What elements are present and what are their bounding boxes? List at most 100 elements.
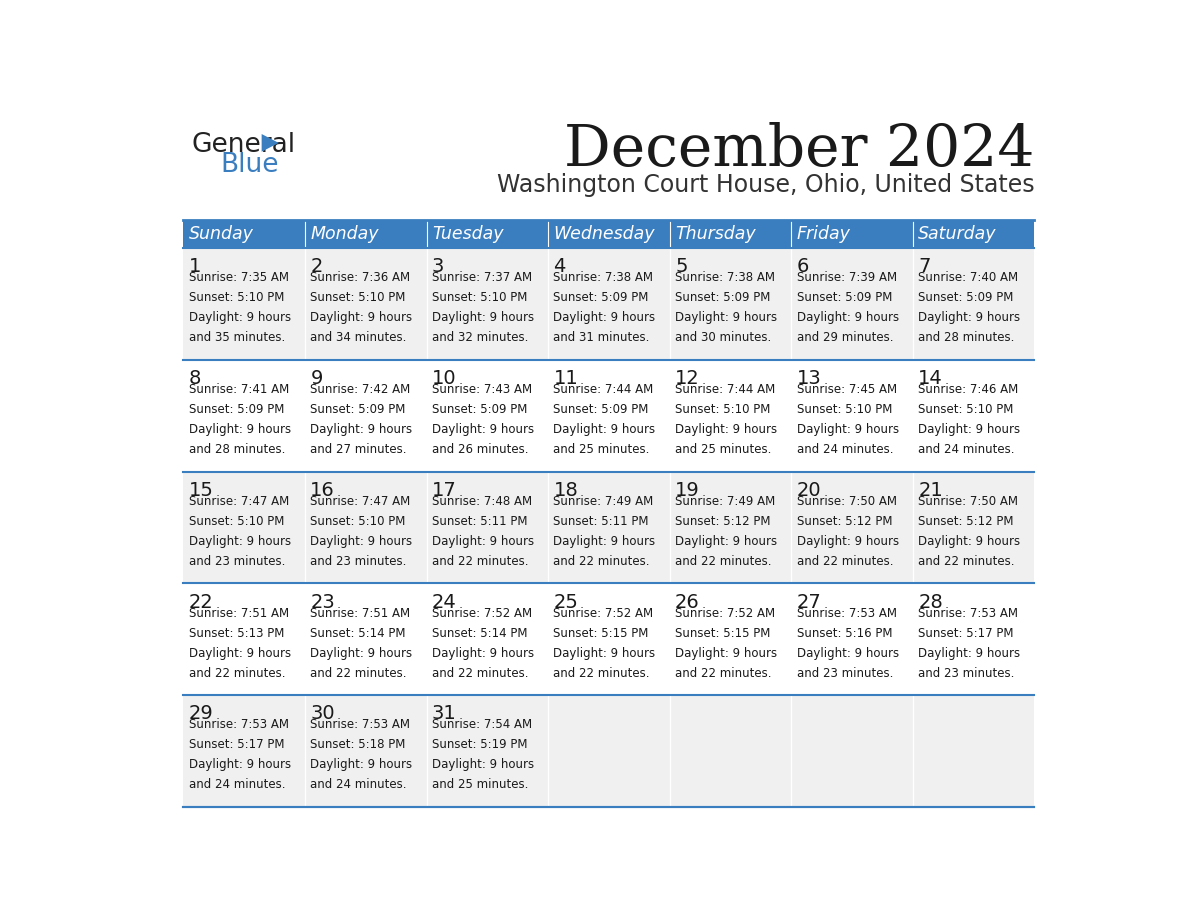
Text: Daylight: 9 hours: Daylight: 9 hours <box>675 535 777 548</box>
Text: 4: 4 <box>554 257 565 276</box>
Text: 7: 7 <box>918 257 930 276</box>
Text: Daylight: 9 hours: Daylight: 9 hours <box>432 311 535 324</box>
Text: Monday: Monday <box>310 225 379 243</box>
Text: 10: 10 <box>432 369 456 388</box>
Bar <box>183 360 1035 472</box>
Text: Sunrise: 7:36 AM: Sunrise: 7:36 AM <box>310 271 411 284</box>
Text: 13: 13 <box>797 369 821 388</box>
Text: Sunrise: 7:42 AM: Sunrise: 7:42 AM <box>310 383 411 396</box>
Text: and 24 minutes.: and 24 minutes. <box>797 443 893 456</box>
Text: Daylight: 9 hours: Daylight: 9 hours <box>675 423 777 436</box>
Text: 9: 9 <box>310 369 323 388</box>
Text: Daylight: 9 hours: Daylight: 9 hours <box>432 423 535 436</box>
Text: and 22 minutes.: and 22 minutes. <box>554 666 650 679</box>
Text: Sunset: 5:11 PM: Sunset: 5:11 PM <box>432 515 527 528</box>
Text: 1: 1 <box>189 257 201 276</box>
Text: Sunset: 5:10 PM: Sunset: 5:10 PM <box>189 515 284 528</box>
Text: Daylight: 9 hours: Daylight: 9 hours <box>797 423 899 436</box>
Text: and 22 minutes.: and 22 minutes. <box>918 554 1015 568</box>
Text: 5: 5 <box>675 257 688 276</box>
Text: Sunrise: 7:51 AM: Sunrise: 7:51 AM <box>310 607 411 620</box>
Text: 11: 11 <box>554 369 579 388</box>
Text: 27: 27 <box>797 593 821 611</box>
Text: Sunrise: 7:48 AM: Sunrise: 7:48 AM <box>432 495 532 508</box>
Text: Sunrise: 7:52 AM: Sunrise: 7:52 AM <box>432 607 532 620</box>
Text: 17: 17 <box>432 481 456 499</box>
Text: Sunrise: 7:53 AM: Sunrise: 7:53 AM <box>189 718 289 732</box>
Text: Daylight: 9 hours: Daylight: 9 hours <box>918 311 1020 324</box>
Bar <box>183 248 1035 360</box>
Text: 8: 8 <box>189 369 201 388</box>
Text: Sunset: 5:12 PM: Sunset: 5:12 PM <box>675 515 771 528</box>
Text: 28: 28 <box>918 593 943 611</box>
Text: and 22 minutes.: and 22 minutes. <box>554 554 650 568</box>
Text: 24: 24 <box>432 593 456 611</box>
Text: Daylight: 9 hours: Daylight: 9 hours <box>189 423 291 436</box>
Text: Sunrise: 7:53 AM: Sunrise: 7:53 AM <box>797 607 897 620</box>
Text: Daylight: 9 hours: Daylight: 9 hours <box>432 535 535 548</box>
Text: Sunset: 5:16 PM: Sunset: 5:16 PM <box>797 627 892 640</box>
Text: Daylight: 9 hours: Daylight: 9 hours <box>189 535 291 548</box>
Text: Washington Court House, Ohio, United States: Washington Court House, Ohio, United Sta… <box>497 174 1035 197</box>
Text: Daylight: 9 hours: Daylight: 9 hours <box>554 646 656 660</box>
Text: 25: 25 <box>554 593 579 611</box>
Text: Sunrise: 7:54 AM: Sunrise: 7:54 AM <box>432 718 532 732</box>
Text: 19: 19 <box>675 481 700 499</box>
Bar <box>548 220 670 248</box>
Text: and 28 minutes.: and 28 minutes. <box>189 443 285 456</box>
Text: Sunset: 5:14 PM: Sunset: 5:14 PM <box>432 627 527 640</box>
Text: Sunset: 5:10 PM: Sunset: 5:10 PM <box>918 403 1013 416</box>
Text: 14: 14 <box>918 369 943 388</box>
Text: and 22 minutes.: and 22 minutes. <box>189 666 285 679</box>
Text: Sunrise: 7:40 AM: Sunrise: 7:40 AM <box>918 271 1018 284</box>
Text: Daylight: 9 hours: Daylight: 9 hours <box>554 535 656 548</box>
Polygon shape <box>261 134 279 151</box>
Text: Daylight: 9 hours: Daylight: 9 hours <box>310 535 412 548</box>
Text: Sunrise: 7:46 AM: Sunrise: 7:46 AM <box>918 383 1018 396</box>
Text: Sunset: 5:12 PM: Sunset: 5:12 PM <box>797 515 892 528</box>
Text: Saturday: Saturday <box>918 225 997 243</box>
Text: and 32 minutes.: and 32 minutes. <box>432 331 529 344</box>
Text: Sunset: 5:19 PM: Sunset: 5:19 PM <box>432 738 527 751</box>
Text: December 2024: December 2024 <box>564 122 1035 178</box>
Text: Sunrise: 7:43 AM: Sunrise: 7:43 AM <box>432 383 532 396</box>
Bar <box>670 220 791 248</box>
Text: Daylight: 9 hours: Daylight: 9 hours <box>554 311 656 324</box>
Text: Sunset: 5:09 PM: Sunset: 5:09 PM <box>432 403 527 416</box>
Text: Daylight: 9 hours: Daylight: 9 hours <box>189 758 291 771</box>
Text: Daylight: 9 hours: Daylight: 9 hours <box>310 423 412 436</box>
Text: and 22 minutes.: and 22 minutes. <box>675 666 771 679</box>
Text: Sunset: 5:10 PM: Sunset: 5:10 PM <box>310 515 406 528</box>
Text: and 22 minutes.: and 22 minutes. <box>310 666 406 679</box>
Text: and 24 minutes.: and 24 minutes. <box>189 778 285 791</box>
Text: and 25 minutes.: and 25 minutes. <box>675 443 771 456</box>
Text: Sunrise: 7:45 AM: Sunrise: 7:45 AM <box>797 383 897 396</box>
Text: Sunrise: 7:52 AM: Sunrise: 7:52 AM <box>554 607 653 620</box>
Text: Sunset: 5:17 PM: Sunset: 5:17 PM <box>918 627 1013 640</box>
Bar <box>426 220 548 248</box>
Text: and 23 minutes.: and 23 minutes. <box>797 666 893 679</box>
Text: Daylight: 9 hours: Daylight: 9 hours <box>310 758 412 771</box>
Text: and 29 minutes.: and 29 minutes. <box>797 331 893 344</box>
Text: and 28 minutes.: and 28 minutes. <box>918 331 1015 344</box>
Text: 16: 16 <box>310 481 335 499</box>
Text: Sunrise: 7:49 AM: Sunrise: 7:49 AM <box>554 495 653 508</box>
Text: Sunrise: 7:38 AM: Sunrise: 7:38 AM <box>554 271 653 284</box>
Text: Wednesday: Wednesday <box>554 225 655 243</box>
Text: and 25 minutes.: and 25 minutes. <box>554 443 650 456</box>
Text: Sunset: 5:15 PM: Sunset: 5:15 PM <box>675 627 771 640</box>
Text: and 23 minutes.: and 23 minutes. <box>310 554 406 568</box>
Text: and 22 minutes.: and 22 minutes. <box>432 666 529 679</box>
Text: Sunset: 5:14 PM: Sunset: 5:14 PM <box>310 627 406 640</box>
Bar <box>183 695 1035 807</box>
Bar <box>183 584 1035 695</box>
Text: Sunrise: 7:49 AM: Sunrise: 7:49 AM <box>675 495 776 508</box>
Text: Daylight: 9 hours: Daylight: 9 hours <box>797 535 899 548</box>
Text: Daylight: 9 hours: Daylight: 9 hours <box>189 646 291 660</box>
Bar <box>183 220 305 248</box>
Text: Sunrise: 7:53 AM: Sunrise: 7:53 AM <box>310 718 410 732</box>
Text: Sunset: 5:13 PM: Sunset: 5:13 PM <box>189 627 284 640</box>
Text: Daylight: 9 hours: Daylight: 9 hours <box>554 423 656 436</box>
Bar <box>183 472 1035 584</box>
Text: Daylight: 9 hours: Daylight: 9 hours <box>918 535 1020 548</box>
